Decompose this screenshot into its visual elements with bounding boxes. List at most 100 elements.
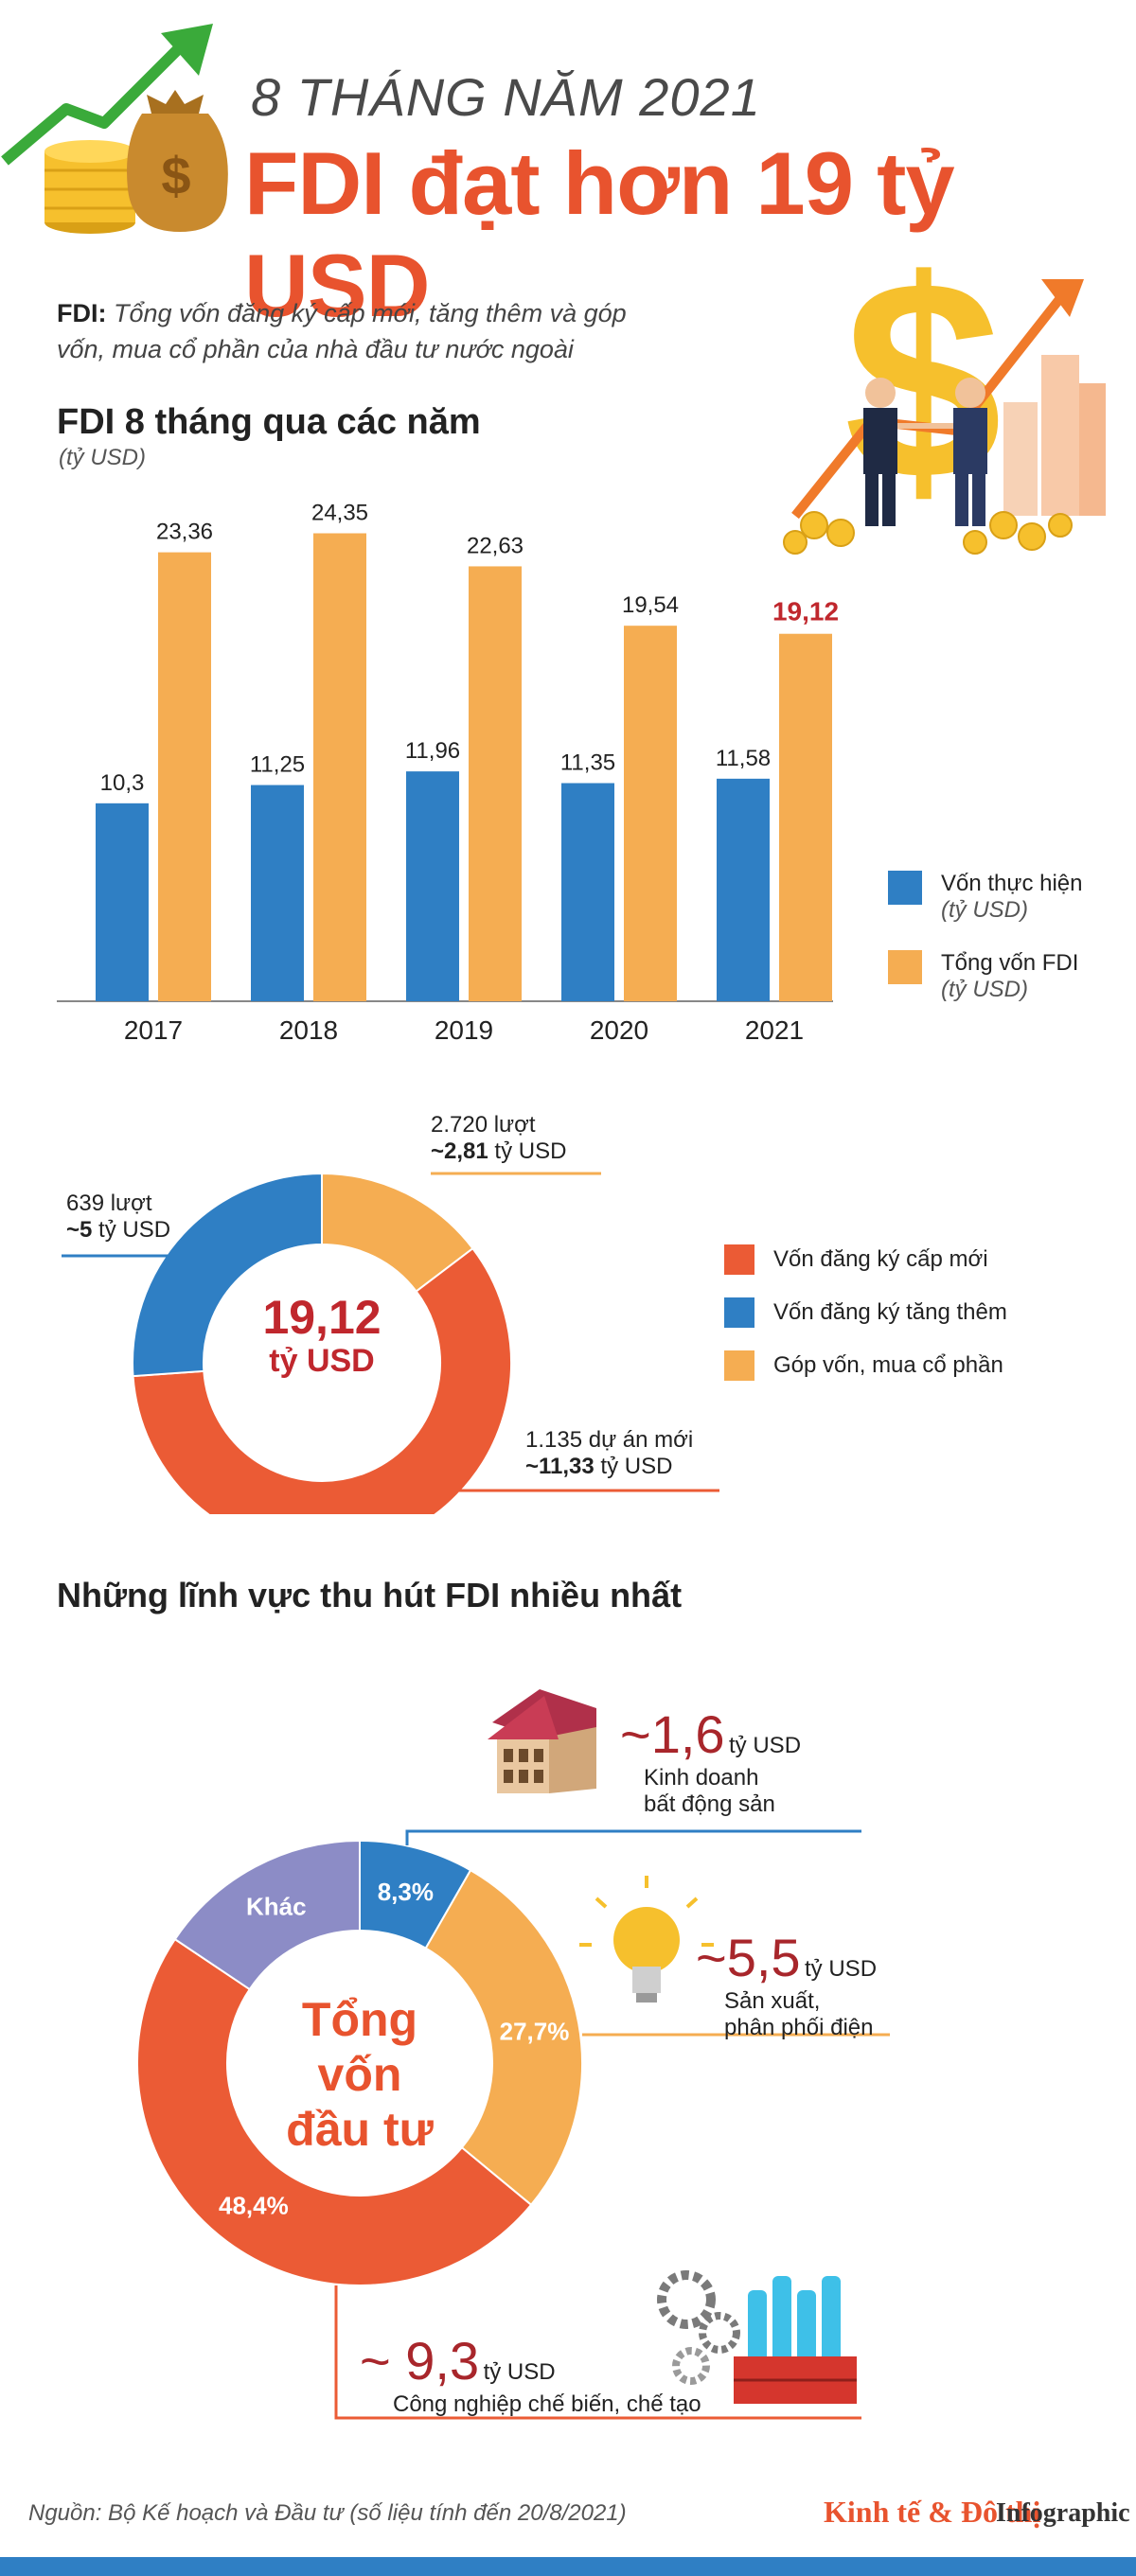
donut-slice-2 (132, 1172, 323, 1378)
sector-slice-1 (424, 1868, 583, 2207)
legend-swatch (724, 1244, 754, 1275)
callout-amount: ~2,81 tỷ USD (431, 1138, 566, 1165)
callout-amount: ~5 tỷ USD (66, 1217, 170, 1244)
callout-dien: ~5,5 tỷ USD Sản xuất, phân phối điện (696, 1927, 877, 2041)
x-tick-label: 2017 (124, 1015, 183, 1045)
callout-gop-von: 2.720 lượt ~2,81 tỷ USD (431, 1112, 566, 1165)
callout-bat-dong-san: ~1,6 tỷ USD Kinh doanh bất động sản (620, 1703, 801, 1818)
legend-label: Tổng vốn FDI (941, 950, 1079, 976)
callout-amount: ~ 9,3 (360, 2331, 480, 2391)
x-tick-label: 2018 (279, 1015, 338, 1045)
bar-tong-von-fdi-2017 (158, 552, 211, 1001)
bar-value-label: 19,54 (622, 592, 679, 618)
legend-swatch (724, 1297, 754, 1328)
center-line: vốn (317, 2048, 402, 2101)
legend-label: Vốn đăng ký tăng thêm (773, 1299, 1007, 1325)
header-illustration: $ (1, 24, 228, 234)
bar-value-label: 22,63 (467, 533, 524, 558)
brand-logo: Kinh tế & Đô thị (824, 2495, 1041, 2529)
coins-icon (44, 140, 135, 234)
x-tick-label: 2020 (590, 1015, 648, 1045)
legend-item: Vốn đăng ký tăng thêm (724, 1297, 1007, 1328)
sectors-title: Những lĩnh vực thu hút FDI nhiều nhất (57, 1576, 683, 1614)
callout-amount: ~5,5 (696, 1928, 801, 1987)
bar-tong-von-fdi-2018 (313, 533, 366, 1001)
sectors-donut: 8,3% 27,7% 48,4% Khác (136, 1689, 890, 2420)
sector-slice-label: 8,3% (378, 1878, 434, 1906)
definition-term: FDI: (57, 299, 107, 327)
bar-value-label: 10,3 (100, 770, 145, 796)
donut-slice-1 (132, 1246, 512, 1514)
callout-unit: tỷ USD (600, 1454, 673, 1479)
bar-value-label: 11,25 (250, 752, 305, 778)
callout-line: Kinh doanh (644, 1765, 759, 1791)
legend-label: Góp vốn, mua cổ phần (773, 1352, 1003, 1378)
callout-count: 639 lượt (66, 1191, 152, 1216)
donut2-center: Tổng vốn đầu tư (251, 1992, 469, 2157)
callout-unit: tỷ USD (98, 1217, 171, 1243)
center-line: đầu tư (286, 2103, 434, 2156)
capital-structure-donut (62, 1172, 719, 1514)
donut1-center: 19,12 tỷ USD (246, 1292, 398, 1380)
callout-amount: ~11,33 tỷ USD (525, 1454, 693, 1480)
bar-value-label: 11,96 (405, 738, 460, 764)
legend-item-von-thuc-hien: Vốn thực hiện (tỷ USD) (888, 871, 1125, 924)
callout-line: phân phối điện (724, 2015, 874, 2040)
callout-line: Công nghiệp chế biến, chế tạo (393, 2391, 701, 2417)
bar-value-label: 11,58 (716, 746, 771, 771)
source-note: Nguồn: Bộ Kế hoạch và Đầu tư (số liệu tí… (28, 2500, 627, 2526)
callout-line: Sản xuất, (724, 1988, 821, 2014)
bar-von-thuc-hien-2020 (561, 783, 614, 1001)
legend-item: Góp vốn, mua cổ phần (724, 1350, 1007, 1381)
fdi-definition: FDI: Tổng vốn đăng ký cấp mới, tăng thêm… (57, 295, 682, 367)
bar-von-thuc-hien-2018 (251, 785, 304, 1001)
bar-tong-von-fdi-2019 (469, 566, 522, 1001)
donut1-center-unit: tỷ USD (269, 1343, 375, 1379)
legend-item: Vốn đăng ký cấp mới (724, 1244, 1007, 1275)
businessmen-illustration: $ (783, 241, 1106, 555)
dollar-sign-icon: $ (161, 146, 190, 205)
legend-item-tong-von-fdi: Tổng vốn FDI (tỷ USD) (888, 950, 1125, 1003)
legend-label: Vốn đăng ký cấp mới (773, 1246, 988, 1272)
callout-unit: tỷ USD (805, 1956, 878, 1982)
callout-count: 2.720 lượt (431, 1112, 536, 1138)
callout-tang-them: 639 lượt ~5 tỷ USD (66, 1191, 170, 1244)
leader-line (334, 2285, 861, 2420)
callout-prefix: ~ (66, 1217, 80, 1243)
bar-legend: Vốn thực hiện (tỷ USD) Tổng vốn FDI (tỷ … (888, 871, 1125, 1003)
center-line: Tổng (301, 1993, 418, 2046)
bar-value-label: 24,35 (311, 501, 368, 526)
definition-text: Tổng vốn đăng ký cấp mới, tăng thêm và g… (57, 299, 627, 363)
header-kicker: 8 THÁNG NĂM 2021 (251, 67, 761, 127)
callout-prefix: ~ (525, 1454, 540, 1479)
bar-value-label: 23,36 (156, 520, 213, 545)
sector-slice-2 (136, 1937, 533, 2286)
callout-value: 2,81 (444, 1138, 488, 1164)
bar-section-unit: (tỷ USD) (59, 445, 146, 470)
bar-tong-von-fdi-2021 (779, 633, 832, 1001)
brand-suffix: Infographic (996, 2498, 1130, 2528)
legend-unit: (tỷ USD) (941, 897, 1028, 923)
x-tick-label: 2019 (435, 1015, 493, 1045)
house-icon (488, 1689, 596, 1793)
callout-che-bien: ~ 9,3 tỷ USD Công nghiệp chế biến, chế t… (360, 2330, 701, 2418)
businessmen-icon (863, 378, 987, 526)
sector-slice-label: 48,4% (219, 2191, 289, 2219)
legend-label: Vốn thực hiện (941, 871, 1083, 896)
sector-slice-3 (173, 1839, 361, 1991)
factory-icon (734, 2276, 857, 2404)
callout-cap-moi: 1.135 dự án mới ~11,33 tỷ USD (525, 1427, 693, 1480)
legend-swatch (724, 1350, 754, 1381)
money-bag-icon: $ (127, 90, 228, 232)
callout-line: bất động sản (644, 1791, 775, 1817)
legend-unit: (tỷ USD) (941, 977, 1028, 1002)
sector-slice-label: 27,7% (500, 2018, 570, 2046)
gears-icon (657, 2270, 740, 2385)
donut1-center-value: 19,12 (262, 1291, 382, 1344)
callout-prefix: ~ (431, 1138, 445, 1164)
leader-line (405, 1829, 861, 1845)
callout-count: 1.135 dự án mới (525, 1427, 694, 1453)
bar-section-title: FDI 8 tháng qua các năm (57, 402, 481, 442)
callout-amount: ~1,6 (620, 1704, 725, 1764)
callout-unit: tỷ USD (729, 1733, 802, 1758)
